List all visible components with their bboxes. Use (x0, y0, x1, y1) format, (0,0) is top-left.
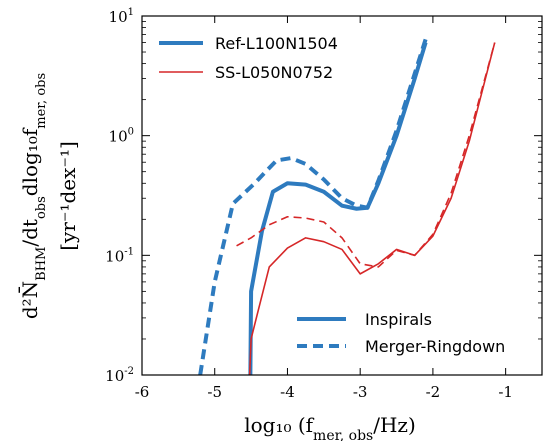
ticks-layer: -6 -5 -4 -3 -2 -1 101 100 10-1 10-2 (105, 7, 542, 401)
legend-styles: Inspirals Merger-Ringdown (297, 310, 505, 356)
legend-model-1-label: Ref-L100N1504 (215, 34, 338, 53)
y-tick-label: 10-1 (105, 246, 134, 265)
x-tick-label: -4 (280, 383, 295, 401)
x-tick-label: -2 (426, 383, 441, 401)
x-tick-label: -1 (498, 383, 513, 401)
y-tick-label: 100 (109, 127, 134, 146)
series-line-3 (248, 42, 496, 375)
x-axis-label: log₁₀ (fmer, obs/Hz) (244, 413, 416, 441)
x-tick-label: -6 (135, 383, 150, 401)
y-tick-label: 10-2 (105, 366, 134, 385)
y-axis-label-line1: d²N̄BHM/dtobsdlog₁₀fmer, obs (17, 73, 48, 319)
x-tick-label: -5 (207, 383, 222, 401)
series-line-1 (248, 41, 428, 375)
legend-style-1-label: Inspirals (365, 310, 432, 329)
legend-models: Ref-L100N1504 SS-L050N0752 (159, 34, 338, 82)
legend-model-2-label: SS-L050N0752 (215, 63, 333, 82)
y-axis-label-line2: [yr⁻¹dex⁻¹] (56, 141, 80, 251)
series-line-2 (198, 38, 428, 375)
y-tick-label: 101 (109, 7, 134, 26)
legend-style-2-label: Merger-Ringdown (365, 337, 505, 356)
x-tick-label: -3 (353, 383, 368, 401)
series-line-4 (236, 42, 496, 268)
series-layer (198, 38, 496, 375)
plot-frame (141, 15, 543, 376)
